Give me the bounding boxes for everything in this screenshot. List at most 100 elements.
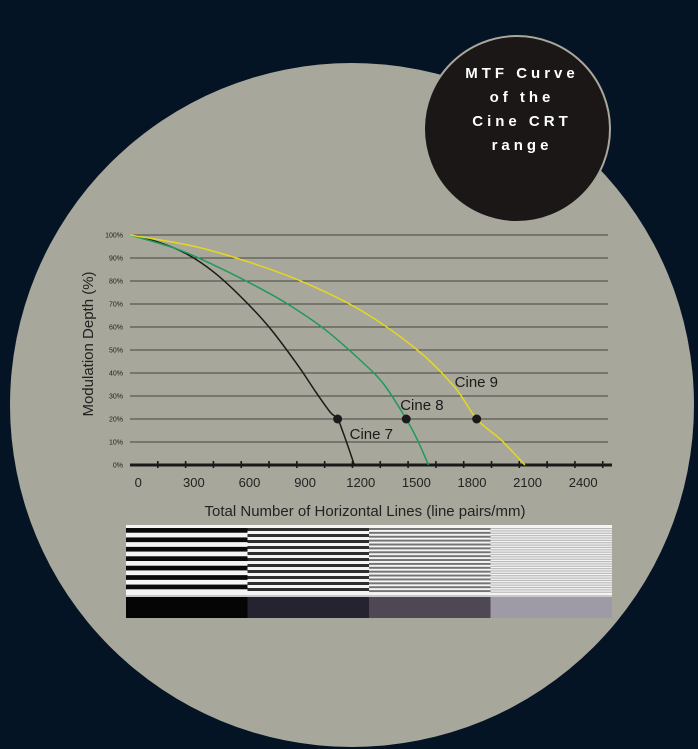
target-bar bbox=[369, 528, 491, 530]
y-tick-label: 10% bbox=[109, 440, 123, 447]
x-tick-label: 300 bbox=[183, 475, 205, 490]
target-bar bbox=[126, 546, 248, 552]
title-line-1: MTF Curve bbox=[465, 65, 579, 82]
target-bar bbox=[126, 575, 248, 580]
title-disc bbox=[423, 35, 611, 223]
target-bar bbox=[490, 570, 612, 572]
target-bar bbox=[490, 589, 612, 591]
target-divider bbox=[126, 595, 612, 597]
target-bar bbox=[247, 576, 369, 579]
y-tick-label: 20% bbox=[109, 417, 123, 424]
series-line-cine-8 bbox=[129, 234, 430, 466]
x-tick-label: 2400 bbox=[569, 475, 598, 490]
target-swatch bbox=[490, 596, 612, 618]
target-bar bbox=[490, 575, 612, 577]
x-axis-label: Total Number of Horizontal Lines (line p… bbox=[205, 503, 526, 520]
target-bar bbox=[490, 551, 612, 553]
target-bar bbox=[369, 562, 491, 565]
mtf-chart: 0% 10% 20% 30% 40% 50% 60% 70% 80% 90% 100% 0 300 60… bbox=[80, 233, 612, 520]
target-bar bbox=[490, 537, 612, 539]
target-bar bbox=[490, 539, 612, 541]
target-bar bbox=[369, 574, 491, 577]
target-bar bbox=[369, 531, 491, 534]
target-bar bbox=[490, 565, 612, 567]
y-tick-label: 80% bbox=[109, 279, 123, 286]
target-bar bbox=[369, 551, 491, 554]
target-bar bbox=[490, 586, 612, 589]
target-bar bbox=[490, 553, 612, 556]
target-bar bbox=[490, 582, 612, 584]
target-bar bbox=[490, 563, 612, 565]
target-bar bbox=[247, 528, 369, 531]
x-tick-labels: 0 300 600 900 1200 1500 1800 2100 2400 bbox=[135, 475, 598, 490]
target-bar bbox=[490, 535, 612, 537]
target-bar bbox=[490, 546, 612, 549]
series-label-cine-9: Cine 9 bbox=[455, 374, 498, 391]
y-tick-label: 30% bbox=[109, 394, 123, 401]
title-badge: MTF Curve of the Cine CRT range bbox=[423, 35, 611, 223]
x-tick-label: 1800 bbox=[458, 475, 487, 490]
target-bar bbox=[126, 584, 248, 590]
target-bar bbox=[247, 546, 369, 549]
y-tick-label: 40% bbox=[109, 371, 123, 378]
y-tick-label: 50% bbox=[109, 348, 123, 355]
y-tick-label: 70% bbox=[109, 302, 123, 309]
target-bar bbox=[369, 586, 491, 589]
y-axis-label: Modulation Depth (%) bbox=[80, 271, 97, 416]
target-bar bbox=[490, 577, 612, 579]
gridlines bbox=[130, 234, 608, 443]
target-bar bbox=[369, 578, 491, 581]
target-bar bbox=[490, 591, 612, 593]
x-tick-label: 2100 bbox=[513, 475, 542, 490]
target-bar bbox=[126, 556, 248, 561]
target-bar bbox=[490, 556, 612, 558]
target-bar bbox=[126, 537, 248, 543]
target-bar bbox=[369, 582, 491, 585]
target-bar bbox=[247, 588, 369, 591]
target-bar bbox=[247, 534, 369, 537]
target-bar bbox=[490, 579, 612, 582]
target-bar bbox=[247, 540, 369, 543]
target-bar bbox=[490, 584, 612, 586]
resolution-target-strip bbox=[126, 525, 612, 618]
y-tick-label: 60% bbox=[109, 325, 123, 332]
title-line-3: Cine CRT bbox=[472, 113, 572, 130]
target-bar bbox=[490, 561, 612, 563]
x-tick-label: 1200 bbox=[346, 475, 375, 490]
target-bar bbox=[369, 539, 491, 542]
target-bar bbox=[369, 590, 491, 593]
target-bar bbox=[490, 530, 612, 532]
series-label-cine-7: Cine 7 bbox=[350, 426, 393, 443]
y-tick-labels: 0% 10% 20% 30% 40% 50% 60% 70% 80% 90% 100% bbox=[105, 233, 123, 470]
target-bar bbox=[247, 552, 369, 555]
target-bar bbox=[490, 528, 612, 530]
target-bar bbox=[369, 555, 491, 558]
x-tick-label: 900 bbox=[294, 475, 316, 490]
x-tick-label: 600 bbox=[239, 475, 261, 490]
target-bar bbox=[126, 565, 248, 571]
y-tick-label: 90% bbox=[109, 256, 123, 263]
x-tick-label: 0 bbox=[135, 475, 142, 490]
target-bar bbox=[247, 558, 369, 561]
x-axis bbox=[130, 461, 612, 468]
target-bar bbox=[369, 535, 491, 538]
y-tick-label: 100% bbox=[105, 233, 123, 240]
target-bar bbox=[247, 582, 369, 585]
series-markers bbox=[333, 414, 482, 424]
target-bar bbox=[490, 558, 612, 560]
target-bar bbox=[490, 549, 612, 551]
title-line-4: range bbox=[492, 137, 553, 154]
marker-cine-8 bbox=[401, 414, 411, 424]
marker-cine-9 bbox=[472, 414, 482, 424]
target-bar bbox=[126, 528, 248, 533]
target-bar bbox=[490, 572, 612, 574]
target-swatch bbox=[126, 596, 248, 618]
target-bar bbox=[369, 547, 491, 550]
target-swatch bbox=[369, 596, 491, 618]
target-bar bbox=[247, 564, 369, 567]
target-swatch bbox=[247, 596, 369, 618]
target-bar bbox=[369, 566, 491, 569]
marker-cine-7 bbox=[333, 414, 343, 424]
series-line-cine-9 bbox=[129, 234, 526, 466]
